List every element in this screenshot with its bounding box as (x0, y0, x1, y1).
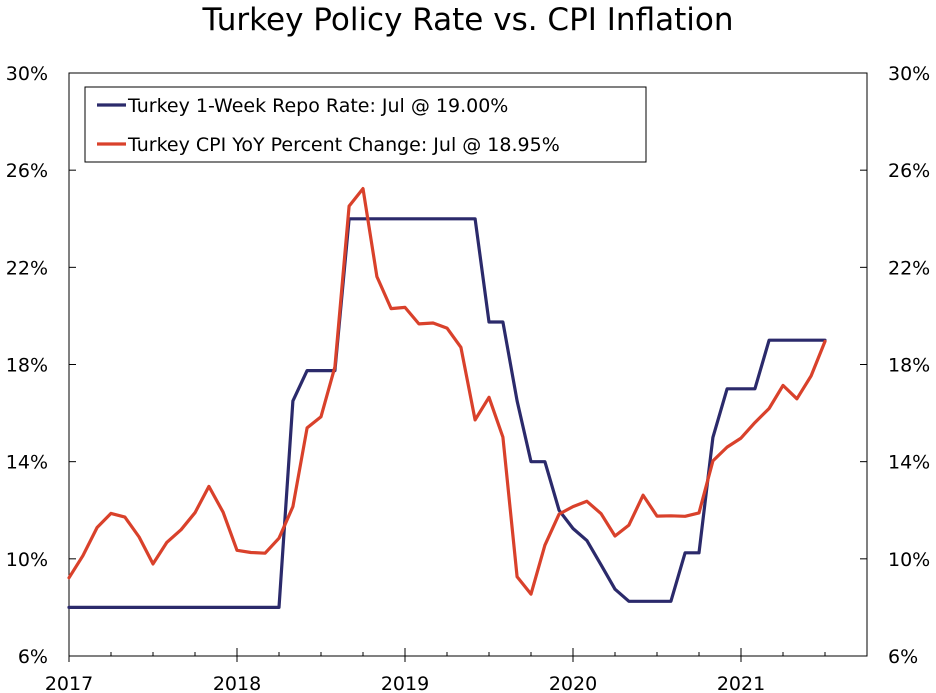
x-axis: 2017 2018 2019 2020 2021 (45, 648, 868, 693)
y-tick-label-left: 30% (6, 63, 48, 85)
chart-title: Turkey Policy Rate vs. CPI Inflation (202, 2, 734, 38)
legend-box (84, 86, 647, 163)
series-line-repo-rate (67, 217, 827, 610)
y-tick-label-right: 18% (888, 355, 930, 377)
y-tick-label-left: 26% (6, 160, 48, 182)
y-tick-label-left: 14% (6, 452, 48, 474)
y-tick-label-right: 6% (888, 646, 918, 668)
legend-entry-label: Turkey CPI YoY Percent Change: Jul @ 18.… (127, 134, 560, 156)
y-tick-label-right: 14% (888, 452, 930, 474)
x-tick-label: 2020 (549, 673, 597, 693)
series-line-cpi (67, 187, 827, 596)
x-tick-label: 2021 (717, 673, 765, 693)
y-tick-label-right: 10% (888, 549, 930, 571)
y-tick-label-left: 10% (6, 549, 48, 571)
y-tick-label-right: 22% (888, 257, 930, 279)
x-tick-label: 2018 (213, 673, 261, 693)
legend-entry-label: Turkey 1-Week Repo Rate: Jul @ 19.00% (127, 95, 508, 117)
series-layer (67, 187, 827, 610)
y-axis-right: 6% 10% 14% 18% 22% 26% 30% (860, 63, 930, 668)
y-tick-label-right: 26% (888, 160, 930, 182)
x-tick-label: 2019 (381, 673, 429, 693)
y-axis-left: 6% 10% 14% 18% 22% 26% 30% (6, 63, 76, 668)
x-tick-label: 2017 (45, 673, 93, 693)
y-tick-label-left: 22% (6, 257, 48, 279)
y-tick-label-left: 18% (6, 355, 48, 377)
y-tick-label-right: 30% (888, 63, 930, 85)
y-tick-label-left: 6% (18, 646, 48, 668)
legend: Turkey 1-Week Repo Rate: Jul @ 19.00% Tur… (84, 86, 647, 163)
